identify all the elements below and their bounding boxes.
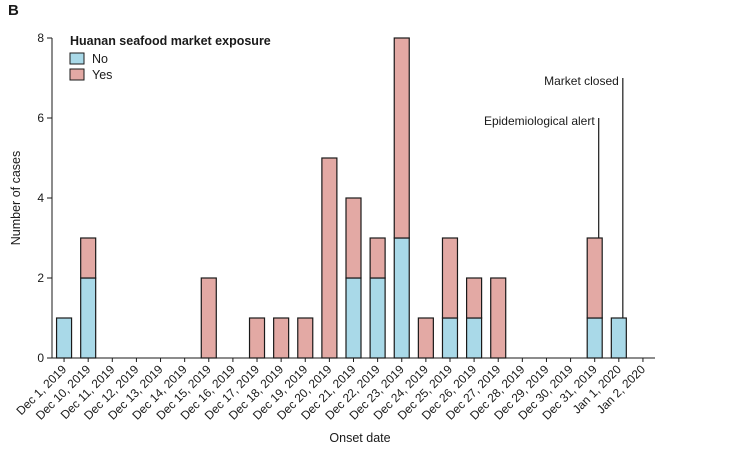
bar-segment-no <box>441 317 459 359</box>
bars-group <box>55 37 627 359</box>
y-tick-label: 0 <box>37 351 44 365</box>
annotation-label: Market closed <box>544 74 619 88</box>
bar-segment-yes <box>441 237 459 319</box>
bar-segment-yes <box>273 317 290 359</box>
annotation-label: Epidemiological alert <box>484 114 595 128</box>
y-tick-label: 6 <box>37 111 44 125</box>
y-tick-label: 4 <box>37 191 44 205</box>
bar-segment-no <box>586 317 603 359</box>
y-axis-title: Number of cases <box>9 151 23 245</box>
x-axis-title: Onset date <box>329 431 390 445</box>
bar-segment-no <box>80 277 97 359</box>
y-tick-label: 2 <box>37 271 44 285</box>
legend-swatch-yes <box>69 68 85 81</box>
legend-swatch-no <box>69 52 85 65</box>
panel-label: B <box>8 2 19 19</box>
bar-segment-yes <box>369 237 386 279</box>
bar-segment-yes <box>466 277 483 319</box>
y-tick-label: 8 <box>37 31 44 45</box>
legend-title: Huanan seafood market exposure <box>70 34 271 48</box>
legend: Huanan seafood market exposure No Yes <box>69 34 271 82</box>
bar-segment-yes <box>393 37 410 239</box>
bar-segment-yes <box>248 317 266 359</box>
bar-segment-yes <box>80 237 97 279</box>
bar-segment-yes <box>490 277 507 359</box>
bar-segment-yes <box>586 237 603 319</box>
legend-label-yes: Yes <box>92 68 112 82</box>
bar-segment-no <box>369 277 386 359</box>
bar-segment-no <box>345 277 362 359</box>
bar-segment-yes <box>417 317 434 359</box>
bar-segment-yes <box>200 277 217 359</box>
bar-segment-yes <box>297 317 314 359</box>
bar-segment-no <box>466 317 483 359</box>
bar-segment-no <box>610 317 627 359</box>
y-ticks-group: 0 2 4 6 8 <box>37 31 52 365</box>
legend-label-no: No <box>92 52 108 66</box>
bar-segment-yes <box>321 157 338 359</box>
bar-segment-no <box>393 237 410 359</box>
bar-segment-yes <box>345 197 362 279</box>
bar-segment-no <box>55 317 73 359</box>
